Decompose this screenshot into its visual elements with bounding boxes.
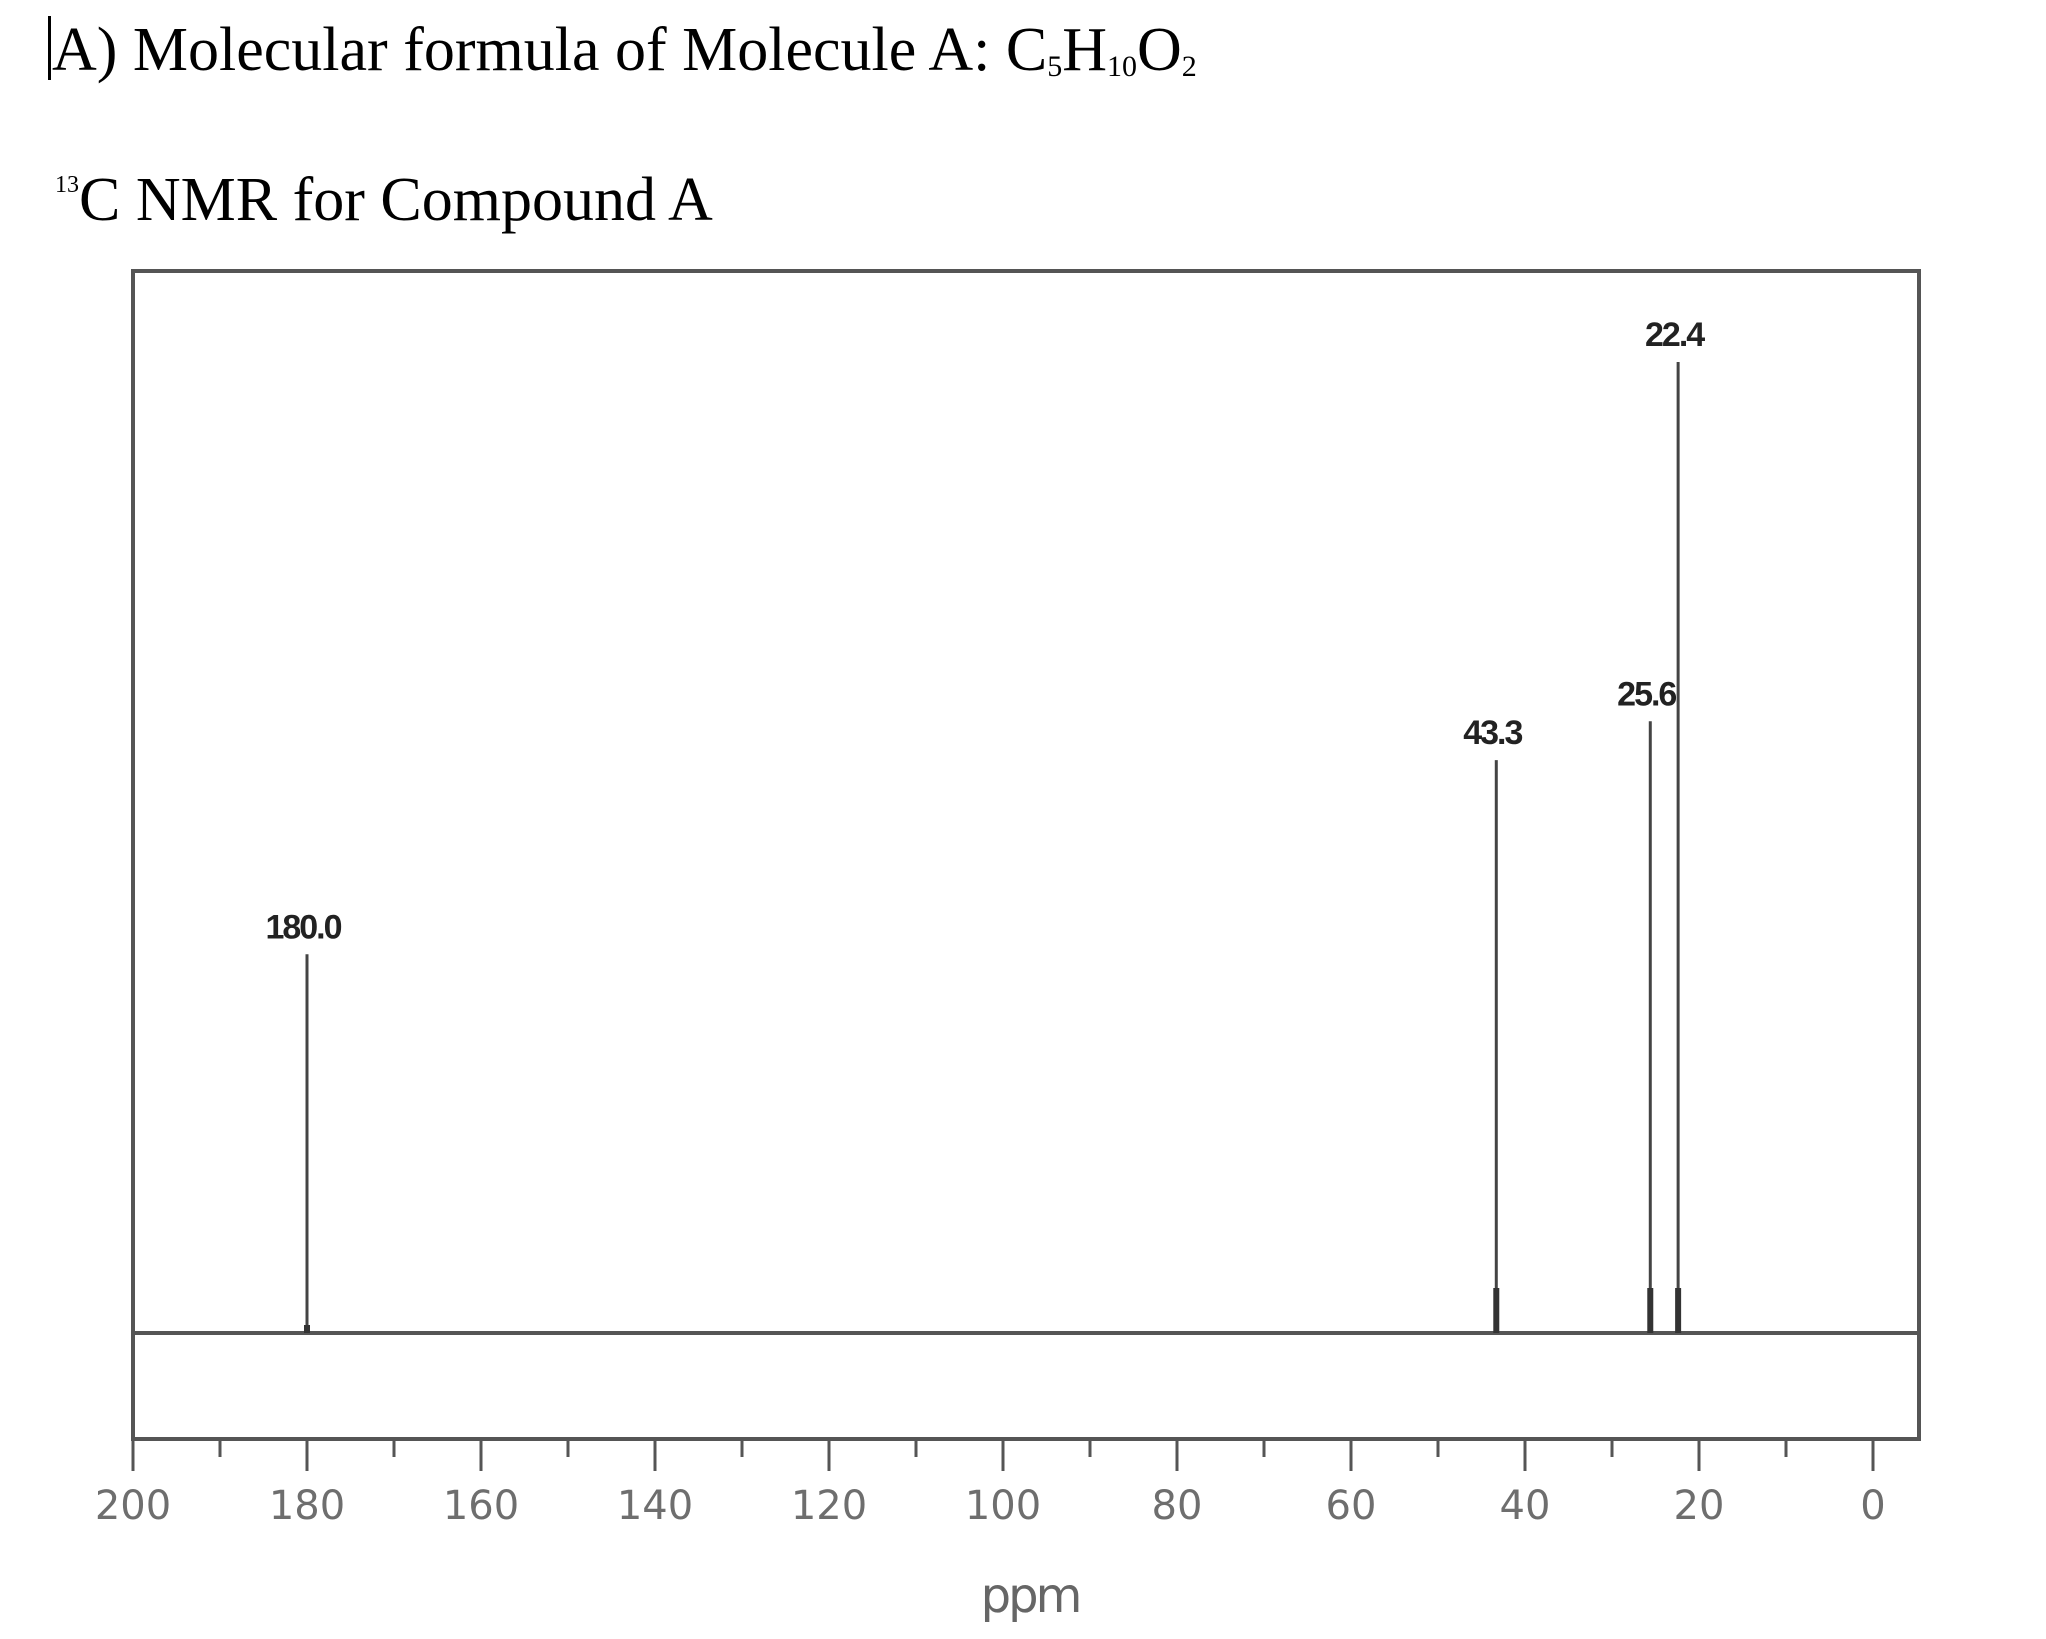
peak-label: 25.6	[1617, 675, 1676, 713]
formula: C5H10O2	[1006, 16, 1197, 84]
x-tick-label: 20	[1674, 1483, 1725, 1529]
formula-subscript: 5	[1047, 50, 1063, 83]
peak-label: 180.0	[265, 908, 341, 946]
peak: 180.0	[265, 908, 344, 1333]
x-tick-label: 100	[965, 1483, 1041, 1529]
chart-title-text: C NMR for Compound A	[79, 166, 713, 234]
chart-title: 13C NMR for Compound A	[55, 164, 713, 236]
formula-element: O	[1136, 16, 1182, 84]
x-tick-label: 0	[1860, 1483, 1885, 1529]
x-tick-label: 180	[269, 1483, 345, 1529]
formula-prefix: A) Molecular formula of Molecule A:	[52, 16, 1006, 84]
peak-label: 22.4	[1645, 316, 1705, 354]
formula-subscript: 10	[1106, 50, 1137, 83]
text-cursor	[48, 16, 51, 80]
formula-element: H	[1062, 16, 1107, 84]
formula-element: C	[1005, 16, 1048, 84]
isotope-superscript: 13	[55, 172, 79, 198]
formula-subscript: 2	[1181, 50, 1197, 83]
peaks: 180.0 43.3 25.6 22.4	[265, 316, 1707, 1333]
x-tick-label: 200	[95, 1483, 171, 1529]
x-tick-label: 140	[617, 1483, 693, 1529]
x-tick-label: 120	[791, 1483, 867, 1529]
x-tick-label: 40	[1500, 1483, 1551, 1529]
peak: 22.4	[1645, 316, 1707, 1333]
plot-border	[131, 269, 1921, 1441]
x-axis: 200 180 160 140 120 100 80 60 40 20 0	[95, 1439, 1886, 1529]
x-tick-label: 60	[1326, 1483, 1377, 1529]
x-tick-label: 160	[443, 1483, 519, 1529]
x-axis-title: ppm	[981, 1568, 1080, 1624]
peak-label: 43.3	[1463, 714, 1522, 752]
x-tick-label: 80	[1152, 1483, 1203, 1529]
plot-frame	[131, 269, 1921, 1441]
molecular-formula-heading: A) Molecular formula of Molecule A: C5H1…	[48, 14, 1197, 86]
peak: 43.3	[1463, 714, 1524, 1333]
peak: 25.6	[1617, 675, 1678, 1333]
